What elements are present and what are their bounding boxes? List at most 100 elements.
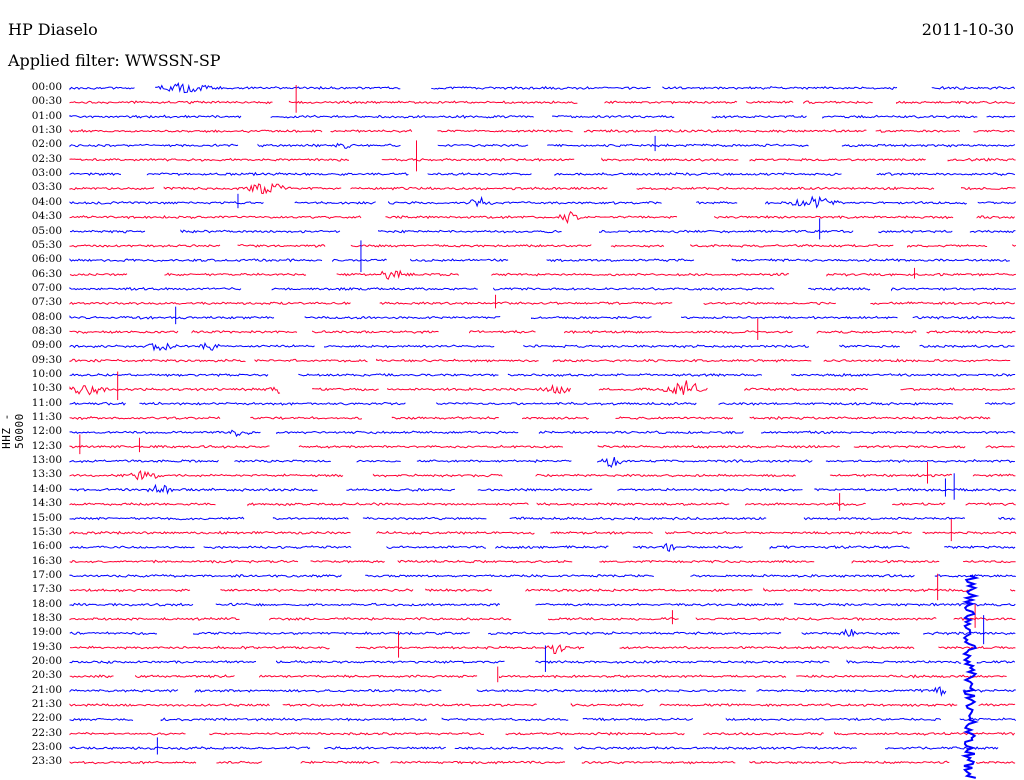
trace-row	[69, 269, 1016, 280]
trace-row	[69, 559, 1016, 564]
trace-row	[69, 100, 1016, 105]
time-label: 08:00	[31, 310, 62, 323]
trace-row	[69, 746, 999, 751]
date-label: 2011-10-30	[921, 20, 1014, 39]
trace-row	[69, 760, 1016, 765]
trace-row	[69, 114, 1016, 119]
trace-row	[69, 401, 1016, 406]
trace-row	[69, 470, 1016, 481]
time-label: 17:30	[31, 583, 62, 596]
time-label: 19:00	[31, 626, 62, 639]
time-label: 16:30	[31, 554, 62, 567]
time-label: 21:30	[31, 698, 62, 711]
time-label: 02:30	[31, 152, 62, 165]
trace-row	[69, 301, 1016, 306]
time-label: 16:00	[31, 540, 62, 553]
trace-row	[69, 372, 1016, 378]
trace-row	[69, 329, 1016, 335]
trace-row	[69, 659, 1016, 664]
time-label: 06:30	[31, 267, 62, 280]
time-label: 09:30	[31, 353, 62, 366]
time-label: 10:30	[31, 382, 62, 395]
time-label: 01:00	[31, 109, 62, 122]
time-label: 22:00	[31, 712, 62, 725]
trace-row	[69, 731, 1015, 736]
trace-row	[69, 82, 1016, 94]
time-label: 23:30	[31, 755, 62, 768]
station-name: HP Diaselo	[8, 20, 98, 39]
trace-row	[69, 157, 1016, 162]
time-label: 22:30	[31, 726, 62, 739]
trace-row	[69, 315, 1015, 320]
time-label: 04:30	[31, 210, 62, 223]
trace-row	[69, 444, 1015, 449]
time-label: 11:30	[31, 411, 62, 424]
time-label: 07:30	[31, 296, 62, 309]
time-label: 07:00	[31, 281, 62, 294]
time-label: 05:30	[31, 238, 62, 251]
trace-row	[69, 456, 1015, 468]
time-label: 02:00	[31, 138, 62, 151]
time-label: 12:30	[31, 439, 62, 452]
time-label: 11:00	[31, 396, 62, 409]
time-label: 14:30	[31, 497, 62, 510]
time-label: 00:30	[31, 95, 62, 108]
trace-row	[69, 243, 1017, 248]
trace-row	[69, 542, 1016, 553]
trace-row	[69, 587, 1016, 593]
trace-row	[69, 502, 1016, 507]
time-label: 13:30	[31, 468, 62, 481]
time-label: 09:00	[31, 339, 62, 352]
trace-row	[69, 602, 1016, 607]
trace-row	[69, 429, 1016, 438]
trace-row	[69, 142, 1016, 149]
trace-row	[69, 686, 1016, 697]
trace-row	[69, 516, 1016, 521]
trace-row	[69, 644, 1016, 654]
trace-row	[69, 182, 1016, 195]
time-label: 15:30	[31, 525, 62, 538]
time-label: 23:00	[31, 741, 62, 754]
trace-row	[69, 416, 991, 421]
time-label: 19:30	[31, 640, 62, 653]
time-label: 12:00	[31, 425, 62, 438]
trace-row	[69, 380, 1016, 396]
time-label: 20:30	[31, 669, 62, 682]
time-label: 10:00	[31, 368, 62, 380]
time-label: 15:00	[31, 511, 62, 524]
time-label: 01:30	[31, 124, 62, 137]
trace-row	[69, 702, 1016, 708]
trace-row	[69, 616, 1016, 622]
large-earthquake-trace	[960, 574, 980, 779]
trace-row	[69, 573, 1016, 578]
time-label: 00:00	[31, 81, 62, 93]
time-label: 17:00	[31, 568, 62, 581]
time-label: 08:30	[31, 324, 62, 337]
time-label: 03:00	[31, 167, 62, 180]
trace-row	[69, 674, 1007, 679]
trace-row	[69, 128, 1015, 134]
trace-row	[69, 358, 1011, 363]
trace-row	[69, 195, 1017, 209]
trace-row	[69, 258, 1010, 263]
trace-row	[69, 483, 1017, 495]
trace-row	[69, 210, 1015, 225]
time-label: 21:00	[31, 683, 62, 696]
trace-row	[69, 628, 1016, 638]
time-label: 06:00	[31, 253, 62, 266]
trace-row	[69, 171, 1016, 177]
time-label: 18:00	[31, 597, 62, 610]
trace-row	[69, 229, 1016, 234]
time-label: 04:00	[31, 195, 62, 208]
time-label: 18:30	[31, 611, 62, 624]
time-label: 14:00	[31, 482, 62, 495]
trace-row	[69, 286, 1016, 292]
trace-row	[69, 717, 1017, 722]
time-label: 20:00	[31, 655, 62, 667]
time-label: 05:00	[31, 224, 62, 237]
time-label: 03:30	[31, 181, 62, 194]
trace-row	[69, 342, 1015, 352]
time-label: 13:00	[31, 454, 62, 467]
filter-label: Applied filter: WWSSN-SP	[8, 51, 221, 70]
